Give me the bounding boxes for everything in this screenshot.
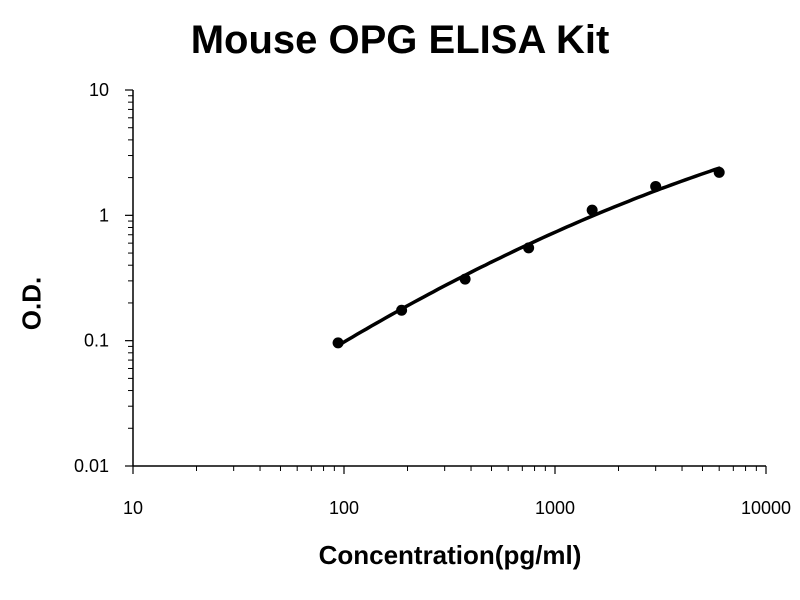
data-point bbox=[396, 305, 407, 316]
data-point bbox=[650, 181, 661, 192]
x-tick-label: 1000 bbox=[535, 498, 575, 518]
axes bbox=[133, 90, 766, 466]
curve-layer bbox=[338, 168, 719, 345]
y-axis-label: O.D. bbox=[17, 274, 48, 334]
points-layer bbox=[333, 167, 725, 348]
x-axis-label: Concentration(pg/ml) bbox=[0, 540, 800, 571]
y-tick-label: 10 bbox=[89, 80, 109, 100]
fitted-curve bbox=[338, 168, 719, 345]
y-tick-label: 0.01 bbox=[74, 456, 109, 476]
x-tick-label: 10000 bbox=[741, 498, 791, 518]
data-point bbox=[587, 205, 598, 216]
x-tick-label: 10 bbox=[123, 498, 143, 518]
data-point bbox=[333, 337, 344, 348]
tick-marks bbox=[125, 90, 766, 474]
data-point bbox=[460, 274, 471, 285]
tick-labels: 10 100 1000 10000 0.01 0.1 1 10 bbox=[74, 80, 791, 518]
y-tick-label: 1 bbox=[99, 205, 109, 225]
data-point bbox=[523, 242, 534, 253]
data-point bbox=[714, 167, 725, 178]
y-tick-label: 0.1 bbox=[84, 331, 109, 351]
x-tick-label: 100 bbox=[329, 498, 359, 518]
